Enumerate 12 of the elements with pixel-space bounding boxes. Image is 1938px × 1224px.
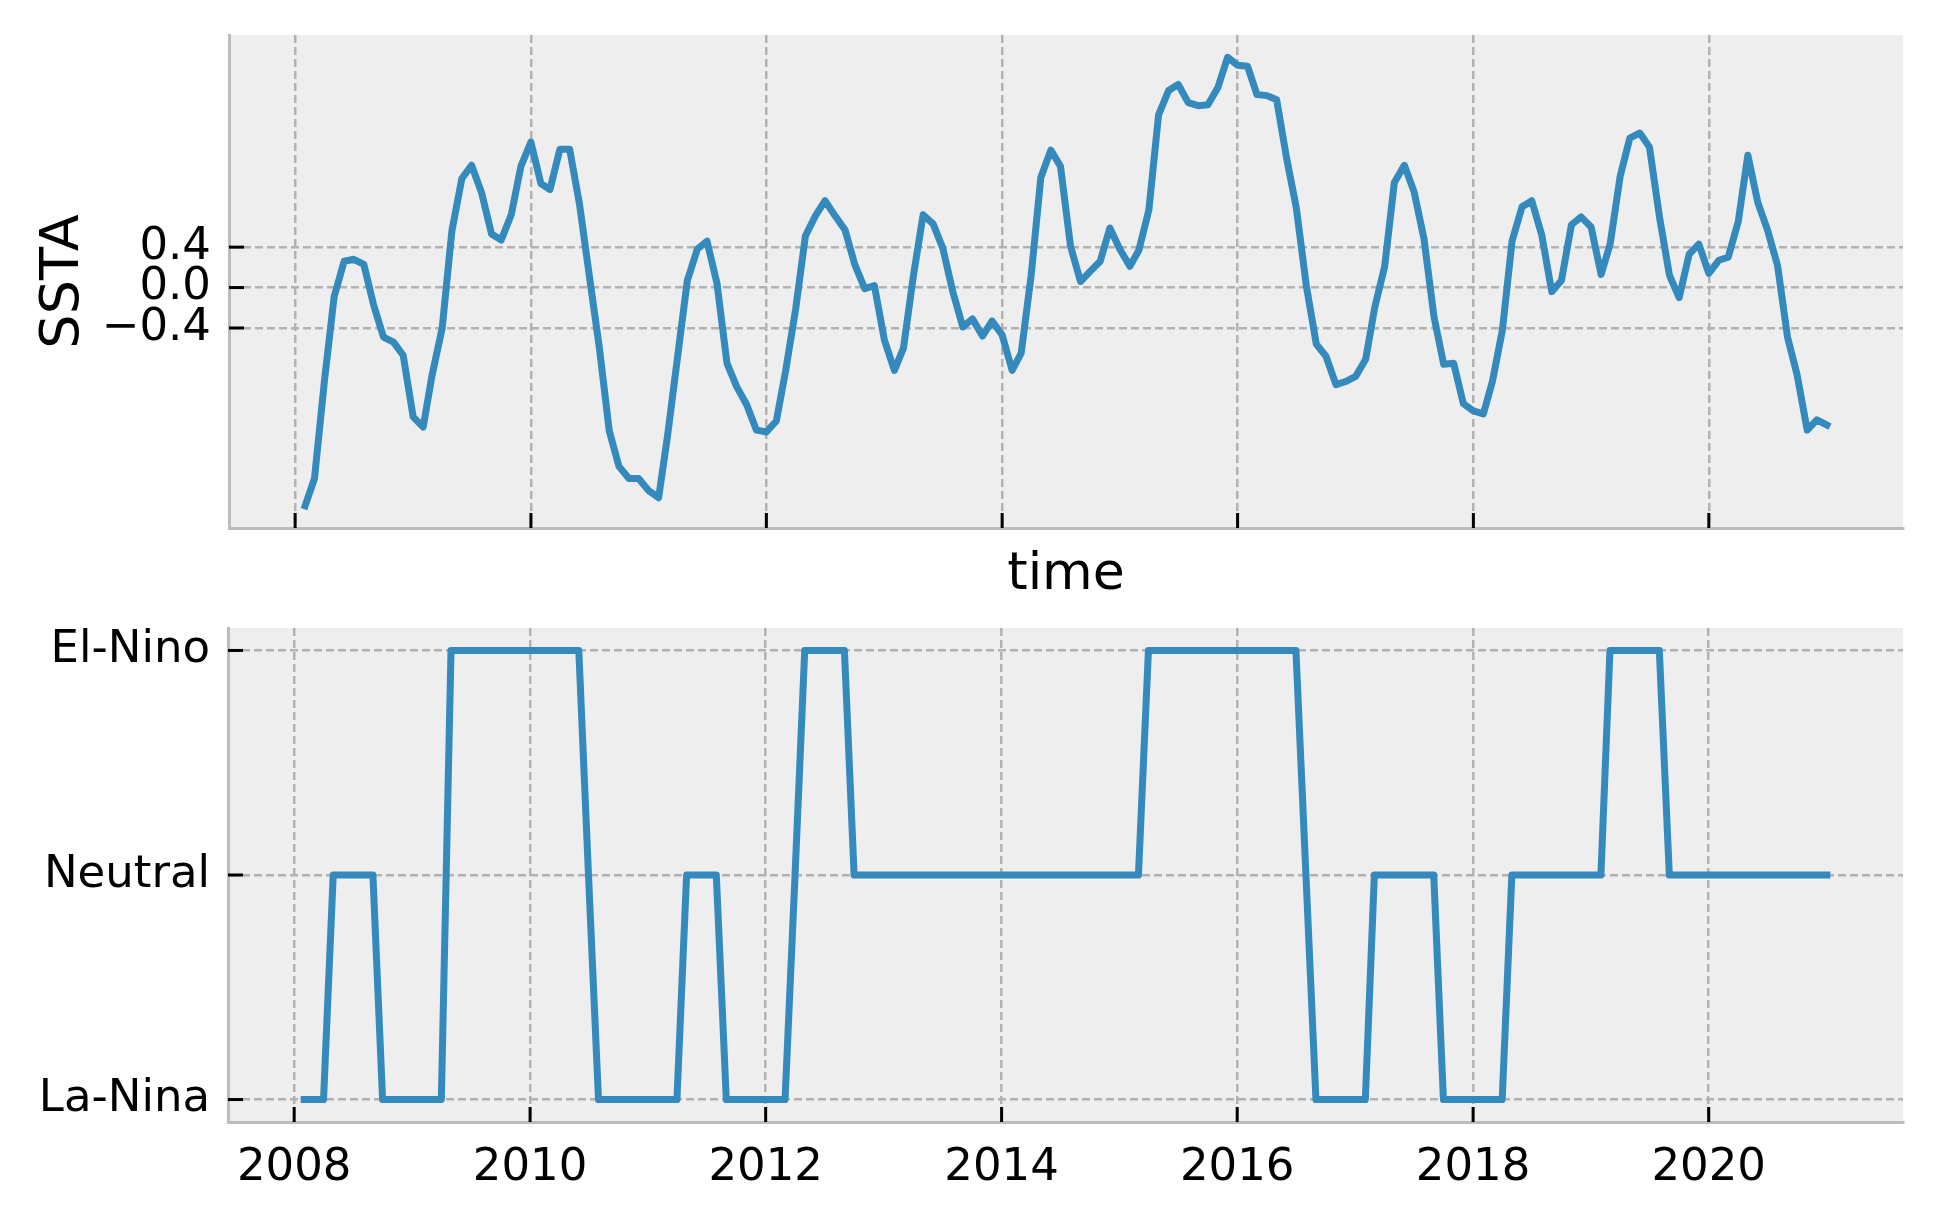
x-tick-label: 2014 xyxy=(944,1137,1059,1191)
y-axis-title: SSTA xyxy=(28,214,92,349)
x-tick-label: 2012 xyxy=(708,1137,823,1191)
category-label: El-Nino xyxy=(50,620,210,674)
x-tick-label: 2016 xyxy=(1179,1137,1295,1191)
category-label: La-Nina xyxy=(38,1069,210,1123)
x-tick-label: 2010 xyxy=(472,1137,588,1191)
x-tick-label: 2008 xyxy=(236,1137,352,1191)
category-label: Neutral xyxy=(43,844,210,898)
x-tick-label: 2020 xyxy=(1651,1137,1766,1191)
x-tick-label: 2018 xyxy=(1415,1137,1531,1191)
x-axis-title: time xyxy=(1007,541,1125,602)
